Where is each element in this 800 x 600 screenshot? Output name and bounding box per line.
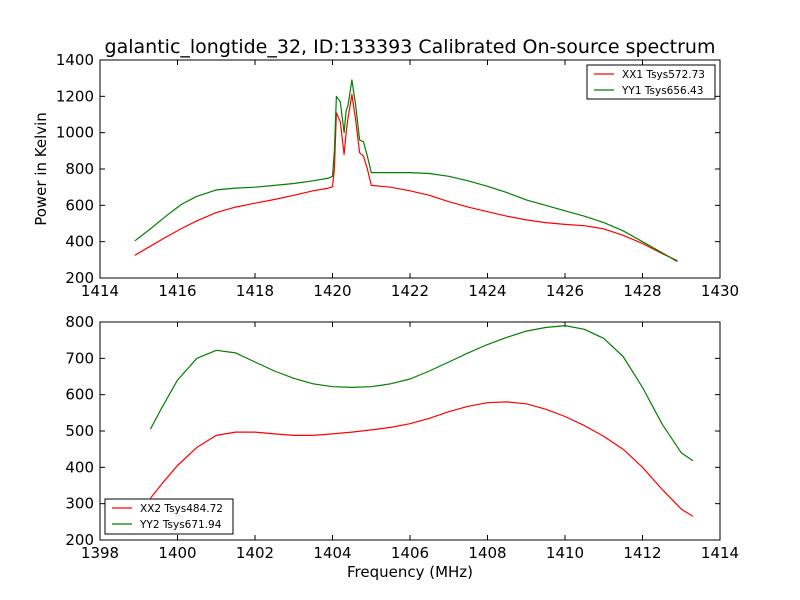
- x-tick-label: 1398: [81, 544, 119, 562]
- x-tick-label: 1410: [546, 544, 584, 562]
- y-tick-label: 600: [65, 196, 94, 214]
- x-tick-label: 1414: [701, 544, 739, 562]
- x-axis-label: Frequency (MHz): [347, 563, 473, 581]
- x-tick-label: 1416: [158, 282, 196, 300]
- legend-label-yy1: YY1 Tsys656.43: [621, 85, 703, 97]
- legend-label-xx1: XX1 Tsys572.73: [622, 69, 705, 81]
- y-tick-label: 300: [65, 495, 94, 513]
- top-spectrum-panel: galantic_longtide_32, ID:133393 Calibrat…: [32, 36, 739, 300]
- top-axis-ticks: 1414 1416 1418 1420 1422 1424 1426 1428 1430 200 4…: [56, 51, 739, 300]
- x-tick-label: 1400: [158, 544, 196, 562]
- legend-label-yy2: YY2 Tsys671.94: [139, 519, 222, 531]
- chart-title: galantic_longtide_32, ID:133393 Calibrat…: [105, 36, 716, 58]
- x-tick-label: 1426: [546, 282, 584, 300]
- series-line-yy2: [149, 325, 694, 462]
- y-tick-label: 800: [65, 160, 94, 178]
- y-tick-label: 200: [65, 531, 94, 549]
- x-tick-label: 1402: [236, 544, 274, 562]
- y-tick-label: 600: [65, 386, 94, 404]
- x-tick-label: 1424: [468, 282, 506, 300]
- y-axis-label: Power in Kelvin: [32, 112, 50, 226]
- x-tick-label: 1418: [236, 282, 274, 300]
- series-line-yy1: [134, 79, 678, 263]
- y-tick-label: 1000: [56, 124, 94, 142]
- y-tick-label: 700: [65, 349, 94, 367]
- x-tick-label: 1420: [313, 282, 351, 300]
- y-tick-label: 500: [65, 422, 94, 440]
- top-legend: XX1 Tsys572.73 YY1 Tsys656.43: [586, 64, 716, 100]
- x-tick-label: 1406: [391, 544, 429, 562]
- x-tick-label: 1428: [623, 282, 661, 300]
- x-tick-label: 1408: [468, 544, 506, 562]
- bottom-spectrum-panel: 1398 1400 1402 1404 1406 1408 1410 1412 1414 200 3…: [65, 313, 739, 581]
- y-tick-label: 800: [65, 313, 94, 331]
- x-tick-label: 1422: [391, 282, 429, 300]
- bottom-legend: XX2 Tsys484.72 YY2 Tsys671.94: [104, 498, 234, 535]
- y-tick-label: 1400: [56, 51, 94, 69]
- legend-label-xx2: XX2 Tsys484.72: [140, 503, 223, 515]
- bottom-axis-ticks: 1398 1400 1402 1404 1406 1408 1410 1412 1414 200 3…: [65, 313, 739, 562]
- x-tick-label: 1430: [701, 282, 739, 300]
- series-line-xx1: [134, 93, 678, 262]
- x-tick-label: 1414: [81, 282, 119, 300]
- y-tick-label: 1200: [56, 87, 94, 105]
- series-line-xx2: [149, 401, 694, 517]
- bottom-legend-box: [104, 498, 234, 535]
- x-tick-label: 1412: [623, 544, 661, 562]
- top-legend-box: [586, 64, 716, 100]
- top-series-lines: [134, 79, 678, 263]
- bottom-series-lines: [149, 325, 694, 517]
- y-tick-label: 200: [65, 269, 94, 287]
- x-tick-label: 1404: [313, 544, 351, 562]
- y-tick-label: 400: [65, 458, 94, 476]
- y-tick-label: 400: [65, 233, 94, 251]
